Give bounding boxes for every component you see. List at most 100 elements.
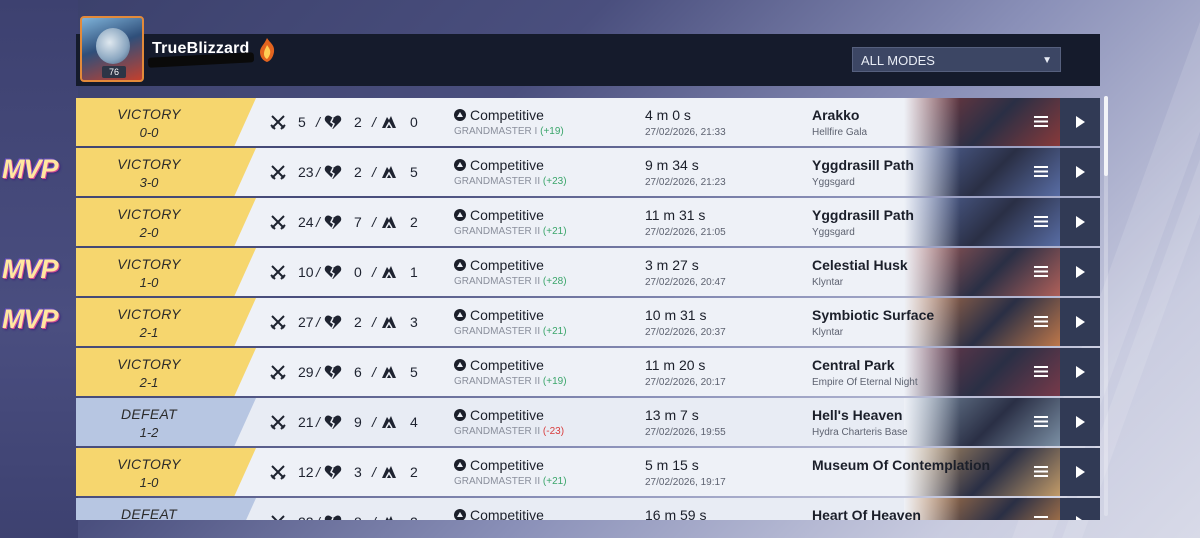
assists-value: 2	[410, 514, 418, 520]
kills-value: 29	[298, 364, 314, 380]
kda-separator: /	[372, 414, 376, 430]
kda-separator: /	[372, 114, 376, 130]
match-details-button[interactable]	[1024, 248, 1060, 296]
match-details-button[interactable]	[1024, 98, 1060, 146]
match-row[interactable]: VICTORY 0-0 5 / 2 / 0 Competitive GRANDMASTER I …	[76, 98, 1100, 146]
rank-change: (+19)	[542, 376, 567, 387]
replay-button[interactable]	[1060, 148, 1100, 196]
match-score: 1-0	[139, 475, 159, 490]
rank-info: GRANDMASTER II (+21)	[454, 226, 567, 237]
deaths-value: 9	[354, 414, 362, 430]
player-avatar[interactable]: 76	[80, 16, 144, 82]
match-details-button[interactable]	[1024, 198, 1060, 246]
match-history-panel: VICTORY 0-0 5 / 2 / 0 Competitive GRANDMASTER I …	[76, 34, 1100, 520]
scrollbar-track[interactable]	[1104, 96, 1108, 516]
kills-value: 22	[298, 514, 314, 520]
replay-button[interactable]	[1060, 348, 1100, 396]
kda-separator: /	[316, 264, 320, 280]
match-row[interactable]: DEFEAT 1-2 21/9/4 Competitive GRANDMASTER II…	[76, 398, 1100, 446]
map-name: Museum Of Contemplation	[812, 457, 991, 473]
map-name: Yggdrasill Path	[812, 157, 914, 173]
kda-separator: /	[316, 464, 320, 480]
deaths-value: 2	[354, 314, 362, 330]
match-score: 3-0	[139, 175, 159, 190]
replay-button[interactable]	[1060, 498, 1100, 520]
assists-value: 2	[410, 464, 418, 480]
list-icon	[1034, 266, 1048, 277]
match-duration: 11 m 20 s	[645, 357, 706, 373]
play-icon	[1076, 316, 1085, 328]
map-name: Central Park	[812, 357, 895, 373]
replay-button[interactable]	[1060, 248, 1100, 296]
map-region: Hydra Charteris Base	[812, 427, 908, 438]
map-region: Empire Of Eternal Night	[812, 377, 918, 388]
kda-separator: /	[372, 364, 376, 380]
match-row[interactable]: VICTORY 2-1 29/6/5 Competitive GRANDMASTER I…	[76, 348, 1100, 396]
map-name: Yggdrasill Path	[812, 207, 914, 223]
kills-value: 24	[298, 214, 314, 230]
assists-value: 0	[410, 114, 418, 130]
deaths-value: 3	[354, 464, 362, 480]
match-duration: 4 m 0 s	[645, 107, 691, 123]
mvp-badge: MVP	[2, 304, 59, 334]
replay-button[interactable]	[1060, 98, 1100, 146]
replay-button[interactable]	[1060, 398, 1100, 446]
replay-button[interactable]	[1060, 448, 1100, 496]
match-details-button[interactable]	[1024, 348, 1060, 396]
match-duration: 16 m 59 s	[645, 507, 707, 520]
match-score: 0-0	[139, 125, 159, 140]
competitive-icon	[454, 459, 466, 471]
match-result: VICTORY 1-0	[76, 448, 256, 496]
rank-tier: GRANDMASTER II	[454, 476, 543, 487]
competitive-icon	[454, 409, 466, 421]
deaths-value: 0	[354, 264, 362, 280]
scrollbar-thumb[interactable]	[1104, 96, 1108, 176]
match-score: 2-1	[139, 375, 159, 390]
list-icon	[1034, 366, 1048, 377]
match-row[interactable]: VICTORY 1-0 12/3/2 Competitive GRANDMASTER I…	[76, 448, 1100, 496]
kills-value: 10	[298, 264, 314, 280]
match-details-button[interactable]	[1024, 498, 1060, 520]
competitive-icon	[454, 359, 466, 371]
match-date: 27/02/2026, 20:17	[645, 377, 726, 388]
mode-name: Competitive	[470, 457, 544, 473]
match-row[interactable]: VICTORY 1-0 10/0/1 Competitive GRANDMASTER I…	[76, 248, 1100, 296]
match-outcome: VICTORY	[117, 306, 181, 322]
match-row[interactable]: VICTORY 2-0 24/7/2 Competitive GRANDMASTER I…	[76, 198, 1100, 246]
kills-value: 5	[298, 114, 306, 130]
match-duration: 11 m 31 s	[645, 207, 706, 223]
match-details-button[interactable]	[1024, 448, 1060, 496]
deaths-value: 6	[354, 364, 362, 380]
match-outcome: VICTORY	[117, 206, 181, 222]
assists-value: 4	[410, 414, 418, 430]
match-duration: 13 m 7 s	[645, 407, 699, 423]
deaths-value: 2	[354, 164, 362, 180]
match-details-button[interactable]	[1024, 298, 1060, 346]
match-row[interactable]: VICTORY 3-0 23/2/5 Competitive GRANDMASTER I…	[76, 148, 1100, 196]
play-icon	[1076, 116, 1085, 128]
match-result: VICTORY 1-0	[76, 248, 256, 296]
kda-separator: /	[372, 214, 376, 230]
match-details-button[interactable]	[1024, 398, 1060, 446]
deaths-value: 7	[354, 214, 362, 230]
mvp-badge: MVP	[2, 254, 59, 284]
mode-filter-dropdown[interactable]: ALL MODES ▼	[852, 47, 1061, 72]
rank-info: GRANDMASTER II (+19)	[454, 376, 567, 387]
avatar-portrait	[96, 28, 130, 64]
assists-value: 5	[410, 364, 418, 380]
rank-tier: GRANDMASTER II	[454, 426, 543, 437]
match-outcome: VICTORY	[117, 356, 181, 372]
match-details-button[interactable]	[1024, 148, 1060, 196]
competitive-icon	[454, 259, 466, 271]
mode-name: Competitive	[470, 207, 544, 223]
competitive-icon	[454, 159, 466, 171]
kda-separator: /	[372, 514, 376, 520]
replay-button[interactable]	[1060, 198, 1100, 246]
match-result: VICTORY 2-0	[76, 198, 256, 246]
replay-button[interactable]	[1060, 298, 1100, 346]
player-level-badge: 76	[102, 66, 126, 78]
match-result: DEFEAT	[76, 498, 256, 520]
match-row[interactable]: VICTORY 2-1 27/2/3 Competitive GRANDMASTER I…	[76, 298, 1100, 346]
match-outcome: VICTORY	[117, 256, 181, 272]
